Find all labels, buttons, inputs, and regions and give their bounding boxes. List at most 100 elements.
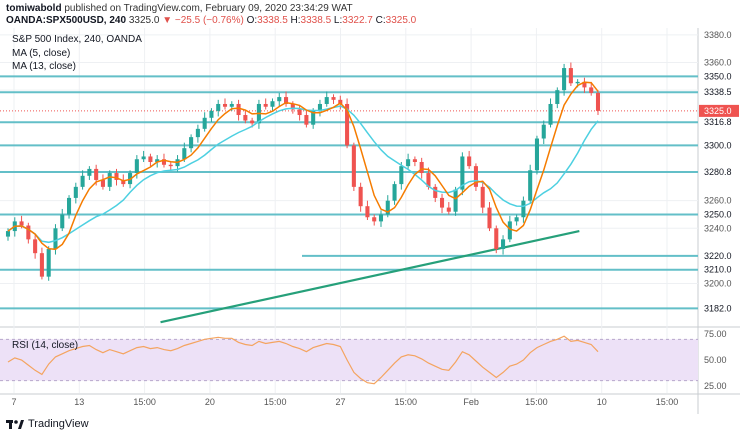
candle-body xyxy=(33,239,38,254)
candle-body xyxy=(480,186,485,208)
candle-body xyxy=(528,170,533,201)
level-label-bg xyxy=(699,302,739,315)
candle-body xyxy=(521,200,526,218)
rsi-line xyxy=(7,335,599,385)
level-label: 3250.0 xyxy=(704,209,732,219)
legend-ma13: MA (13, close) xyxy=(12,61,76,72)
candle-body xyxy=(541,124,546,139)
x-tick-label: 20 xyxy=(205,397,215,407)
candle-body xyxy=(182,148,187,160)
candle-body xyxy=(134,159,139,174)
x-tick-label: 7 xyxy=(11,397,16,407)
candle-body xyxy=(46,249,51,277)
candle-body xyxy=(351,145,356,187)
candle-body xyxy=(446,207,451,212)
candle-body xyxy=(67,197,72,215)
candle-body xyxy=(365,206,370,218)
chart-canvas[interactable]: 7 13 15:00 20 15:00 27 15:00 Feb 15:00 10 15:00 338… xyxy=(0,0,740,414)
candle-body xyxy=(345,103,350,146)
candle-body xyxy=(507,221,512,240)
candle-body xyxy=(189,137,194,149)
candle-body xyxy=(419,161,424,174)
candle-body xyxy=(311,110,316,125)
symbol-name: OANDA:SPX500USD, 240 xyxy=(6,15,127,26)
candle-body xyxy=(453,189,458,212)
candle-body xyxy=(195,128,200,138)
change-down-icon: ▼ xyxy=(162,15,173,26)
y-tick-label: 3380.0 xyxy=(704,30,732,40)
price-change: −25.5 (−0.76%) xyxy=(174,15,244,26)
author-name[interactable]: tomiwabold xyxy=(6,3,62,14)
level-label: 3316.8 xyxy=(704,117,732,127)
x-tick-label: 27 xyxy=(335,397,345,407)
ma5-line xyxy=(7,81,599,251)
rsi-tick-label: 25.00 xyxy=(704,381,727,391)
tradingview-logo-icon xyxy=(6,420,24,429)
high-label: H: xyxy=(290,15,301,26)
close-value: 3325.0 xyxy=(385,15,417,26)
level-label-bg xyxy=(699,139,739,152)
candle-body xyxy=(277,97,282,102)
level-label: 3338.5 xyxy=(704,87,732,97)
candle-body xyxy=(582,81,587,88)
x-tick-label: 15:00 xyxy=(656,397,679,407)
level-label-bg xyxy=(699,249,739,262)
high-value: 3338.5 xyxy=(300,15,332,26)
candle-body xyxy=(317,103,322,111)
candle-body xyxy=(202,117,207,129)
level-label: 3280.8 xyxy=(704,167,732,177)
footer: TradingView xyxy=(0,414,740,437)
candle-body xyxy=(358,186,363,207)
y-tick-label: 3240.0 xyxy=(704,223,732,233)
candle-body xyxy=(209,110,214,118)
rsi-band xyxy=(0,339,698,381)
candle-body xyxy=(270,101,275,107)
level-label: 3350.0 xyxy=(704,71,732,81)
candle-body xyxy=(426,173,431,187)
candle-body xyxy=(100,179,105,187)
candle-body xyxy=(236,103,241,116)
legend-title: S&P 500 Index, 240, OANDA xyxy=(12,34,142,45)
candle-body xyxy=(487,207,492,229)
candle-body xyxy=(338,99,343,104)
x-tick-label: 15:00 xyxy=(525,397,548,407)
candle-body xyxy=(250,120,255,124)
candle-body xyxy=(501,239,506,250)
candle-body xyxy=(514,217,519,222)
y-tick-label: 3260.0 xyxy=(704,196,732,206)
candle-body xyxy=(94,168,99,180)
rsi-tick-label: 50.00 xyxy=(704,355,727,365)
candle-body xyxy=(26,225,31,240)
candle-body xyxy=(595,92,601,111)
candle-body xyxy=(229,103,234,107)
candle-body xyxy=(392,184,397,201)
level-label: 3300.0 xyxy=(704,140,732,150)
last-price-label: 3325.0 xyxy=(704,106,732,116)
candle-body xyxy=(412,159,417,162)
level-label-bg xyxy=(699,86,739,99)
x-tick-label: 15:00 xyxy=(133,397,156,407)
legend-ma5: MA (5, close) xyxy=(12,48,71,59)
tradingview-logo[interactable]: TradingView xyxy=(6,418,89,430)
low-label: L: xyxy=(333,15,343,26)
candle-body xyxy=(406,159,411,167)
candle-body xyxy=(575,81,580,84)
close-label: C: xyxy=(375,15,386,26)
legend-rsi: RSI (14, close) xyxy=(12,340,79,351)
candle-body xyxy=(222,103,228,107)
level-label: 3220.0 xyxy=(704,251,732,261)
last-price: 3325.0 xyxy=(128,15,160,26)
chart-header: tomiwabold published on TradingView.com,… xyxy=(0,0,740,28)
candle-body xyxy=(589,87,594,93)
candle-body xyxy=(385,200,390,215)
candle-body xyxy=(19,221,24,226)
level-label-bg xyxy=(699,208,739,221)
y-tick-label: 3360.0 xyxy=(704,58,732,68)
publish-line: tomiwabold published on TradingView.com,… xyxy=(6,3,353,14)
candle-body xyxy=(87,168,92,176)
candle-body xyxy=(39,253,44,277)
x-tick-label: Feb xyxy=(463,397,479,407)
candle-body xyxy=(168,164,173,167)
candle-body xyxy=(378,214,384,222)
trendline xyxy=(160,229,580,324)
